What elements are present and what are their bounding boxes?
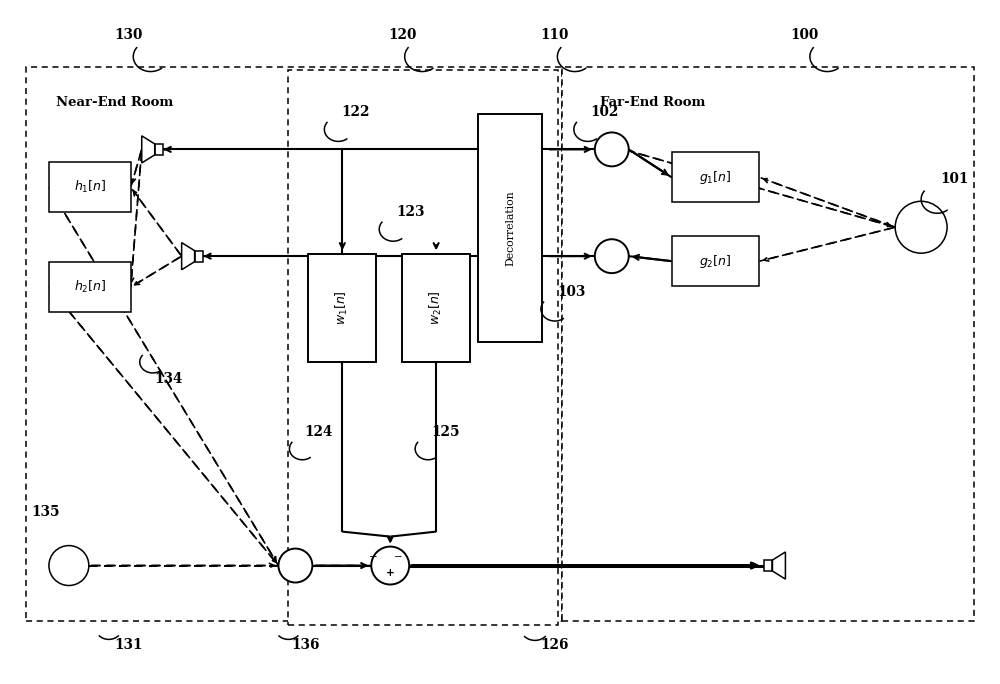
Text: Far-End Room: Far-End Room: [600, 96, 705, 109]
Bar: [49, 162, 131, 212]
Bar: [26, 66, 562, 622]
Bar: [195, 250, 203, 262]
Text: Near-End Room: Near-End Room: [56, 96, 173, 109]
Text: $g_2[n]$: $g_2[n]$: [699, 252, 732, 269]
Bar: [764, 560, 772, 571]
Text: 135: 135: [32, 505, 60, 518]
Text: 125: 125: [431, 425, 459, 439]
Text: Decorrelation: Decorrelation: [505, 190, 515, 266]
Bar: [308, 254, 376, 362]
Bar: [562, 66, 974, 622]
Circle shape: [895, 201, 947, 253]
Text: $h_1[n]$: $h_1[n]$: [74, 179, 106, 196]
Bar: [672, 153, 759, 202]
Bar: [672, 236, 759, 286]
Text: −: −: [369, 551, 378, 562]
Circle shape: [595, 239, 629, 273]
Text: 136: 136: [291, 638, 320, 653]
Text: $w_2[n]$: $w_2[n]$: [428, 291, 444, 326]
Circle shape: [278, 549, 312, 583]
Circle shape: [371, 547, 409, 585]
Polygon shape: [772, 552, 785, 579]
Text: 101: 101: [940, 172, 968, 186]
Text: 124: 124: [304, 425, 333, 439]
Text: $g_1[n]$: $g_1[n]$: [699, 169, 732, 186]
Bar: [402, 254, 470, 362]
Text: 122: 122: [341, 105, 370, 120]
Text: 131: 131: [115, 638, 143, 653]
Polygon shape: [142, 136, 155, 163]
Text: 123: 123: [396, 205, 424, 220]
Text: 134: 134: [154, 372, 183, 386]
Bar: [155, 144, 163, 155]
Circle shape: [595, 133, 629, 166]
Bar: [49, 262, 131, 312]
Text: +: +: [386, 568, 395, 577]
Text: 102: 102: [591, 105, 619, 120]
Text: $h_2[n]$: $h_2[n]$: [74, 279, 106, 295]
Text: 103: 103: [558, 285, 586, 299]
Bar: [478, 114, 542, 342]
Text: 110: 110: [541, 27, 569, 42]
Bar: [288, 70, 558, 625]
Circle shape: [49, 546, 89, 586]
Text: 130: 130: [115, 27, 143, 42]
Polygon shape: [182, 243, 195, 269]
Text: 126: 126: [541, 638, 569, 653]
Text: −: −: [394, 551, 403, 562]
Text: 100: 100: [790, 27, 819, 42]
Text: 120: 120: [388, 27, 416, 42]
Text: $w_1[n]$: $w_1[n]$: [334, 291, 350, 326]
